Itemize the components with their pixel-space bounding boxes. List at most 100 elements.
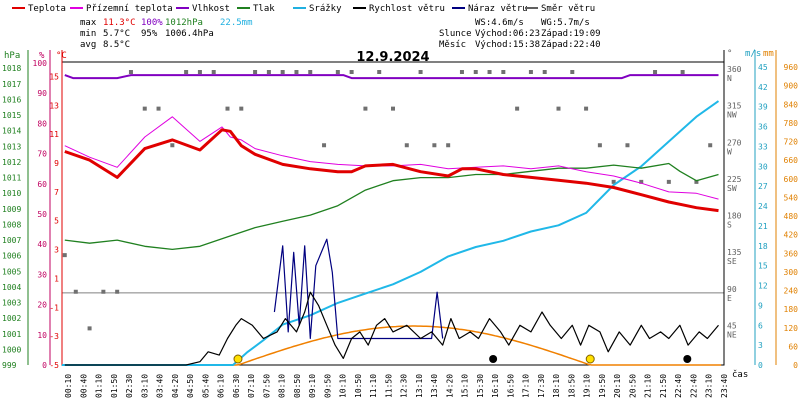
ms-axis-unit: m/s xyxy=(745,49,761,59)
hpa-tick-label: 1003 xyxy=(2,299,21,308)
time-tick-label: 13:10 xyxy=(415,374,424,398)
time-tick-label: 00:40 xyxy=(79,374,88,398)
stat-avg-label: avg xyxy=(80,40,96,50)
mm-tick-label: 420 xyxy=(784,231,799,240)
time-tick-label: 15:10 xyxy=(461,374,470,398)
dir-tick-name: NW xyxy=(727,111,737,120)
time-tick-label: 20:10 xyxy=(613,374,622,398)
time-tick-label: 16:10 xyxy=(491,374,500,398)
time-tick-label: 13:40 xyxy=(430,374,439,398)
degc-tick-label: 1 xyxy=(54,274,59,283)
wind-direction-point xyxy=(184,70,189,74)
stat-min-label: min xyxy=(80,29,96,39)
dir-tick-name: N xyxy=(727,74,732,83)
stat-min-pres: 1006.4hPa xyxy=(165,29,214,39)
dir-tick-name: NE xyxy=(727,330,737,339)
legend-label-7: Směr větru xyxy=(541,4,595,14)
ms-tick-label: 15 xyxy=(758,262,768,271)
wind-direction-point xyxy=(639,179,644,184)
ms-tick-label: 12 xyxy=(758,282,768,291)
stat-moon-label: Měsíc xyxy=(439,40,466,50)
stat-avg-temp: 8.5°C xyxy=(103,40,130,50)
time-tick-label: 03:10 xyxy=(140,374,149,398)
mm-tick-label: 60 xyxy=(788,342,798,351)
hpa-tick-label: 1010 xyxy=(2,189,21,198)
time-tick-label: 01:50 xyxy=(110,374,119,398)
time-tick-label: 00:10 xyxy=(64,374,73,398)
time-tick-label: 04:50 xyxy=(186,374,195,398)
dir-tick-name: W xyxy=(727,147,732,156)
wind-direction-point xyxy=(528,70,533,74)
mm-tick-label: 360 xyxy=(784,249,799,258)
wind-direction-point xyxy=(266,70,271,74)
hpa-tick-label: 1013 xyxy=(2,142,21,151)
dir-tick-name: SW xyxy=(727,184,737,193)
dir-tick-deg: 180 xyxy=(727,212,742,221)
time-tick-label: 21:10 xyxy=(644,374,653,398)
ms-tick-label: 9 xyxy=(758,301,763,310)
wind-direction-point xyxy=(680,70,685,74)
wind-direction-point xyxy=(446,143,451,148)
dir-tick-deg: 45 xyxy=(727,321,737,330)
hpa-tick-label: 1012 xyxy=(2,158,21,167)
mm-tick-label: 720 xyxy=(784,138,799,147)
wind-direction-point xyxy=(294,70,299,74)
time-tick-label: 11:10 xyxy=(369,374,378,398)
stat-moon-rise: Východ:15:38 xyxy=(475,40,540,50)
degc-tick-label: -5 xyxy=(49,361,59,370)
stat-moon-set: Západ:22:40 xyxy=(541,40,601,50)
pct-tick-label: 50 xyxy=(37,210,47,219)
time-tick-label: 07:10 xyxy=(247,374,256,398)
wind-direction-point xyxy=(101,289,106,294)
legend-label-1: Přízemní teplota xyxy=(86,4,173,14)
time-tick-label: 14:20 xyxy=(445,374,454,398)
degc-tick-label: 5 xyxy=(54,217,59,226)
dir-tick-name: S xyxy=(727,221,732,230)
sun-elevation-line xyxy=(62,325,722,366)
time-tick-label: 02:30 xyxy=(125,374,134,398)
wind-direction-point xyxy=(473,70,478,74)
time-tick-label: 17:10 xyxy=(522,374,531,398)
pct-tick-label: 10 xyxy=(37,331,47,340)
dir-tick-deg: 315 xyxy=(727,102,742,111)
dir-tick-deg: 135 xyxy=(727,248,742,257)
pct-tick-label: 90 xyxy=(37,89,47,98)
time-tick-label: 08:50 xyxy=(293,374,302,398)
hpa-tick-label: 1006 xyxy=(2,252,21,261)
mm-tick-label: 900 xyxy=(784,82,799,91)
wind-direction-point xyxy=(308,70,313,74)
hpa-tick-label: 1016 xyxy=(2,95,21,104)
time-tick-label: 22:40 xyxy=(689,374,698,398)
degc-tick-label: 9 xyxy=(54,159,59,168)
stat-sun-set: Západ:19:09 xyxy=(541,29,601,39)
mm-tick-label: 240 xyxy=(784,287,799,296)
legend-label-5: Rychlost větru xyxy=(369,4,445,14)
hpa-tick-label: 1011 xyxy=(2,174,21,183)
hpa-tick-label: 1014 xyxy=(2,127,21,136)
wind-direction-point xyxy=(432,143,437,148)
stat-min-temp: 5.7°C xyxy=(103,29,130,39)
hpa-tick-label: 1017 xyxy=(2,80,21,89)
stat-max-temp: 11.3°C xyxy=(103,18,136,28)
legend-label-0: Teplota xyxy=(28,4,66,14)
wind-direction-point xyxy=(170,143,175,148)
time-tick-label: 19:10 xyxy=(583,374,592,398)
stat-max-hum: 100% xyxy=(141,18,163,28)
time-tick-label: 09:10 xyxy=(308,374,317,398)
pct-tick-label: 20 xyxy=(37,301,47,310)
stat-wind-gust: WG:5.7m/s xyxy=(541,18,590,28)
wind-direction-point xyxy=(694,179,699,184)
wind-direction-point xyxy=(515,106,520,111)
pct-tick-label: 0 xyxy=(42,361,47,370)
dir-tick-deg: 225 xyxy=(727,175,742,184)
hpa-tick-label: 1004 xyxy=(2,283,21,292)
mm-tick-label: 120 xyxy=(784,324,799,333)
time-tick-label: 09:50 xyxy=(323,374,332,398)
mm-tick-label: 300 xyxy=(784,268,799,277)
degc-tick-label: 7 xyxy=(54,188,59,197)
dir-tick-name: E xyxy=(727,294,732,303)
legend-label-4: Srážky xyxy=(309,4,342,14)
ms-tick-label: 27 xyxy=(758,182,768,191)
time-tick-label: 10:50 xyxy=(354,374,363,398)
